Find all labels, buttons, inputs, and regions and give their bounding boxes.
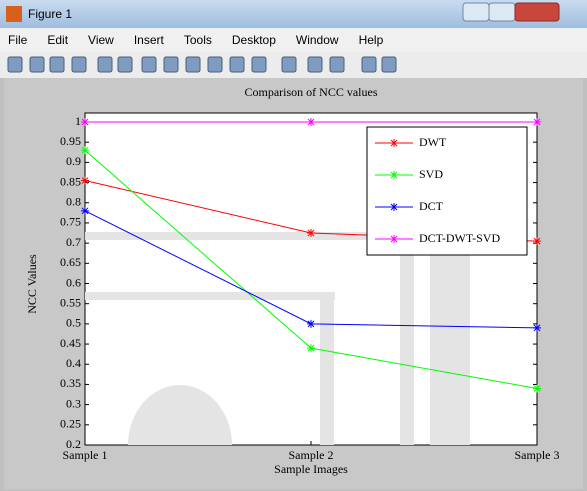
menu-item[interactable]: Insert: [134, 33, 165, 47]
marker: [533, 384, 541, 392]
page: Figure 1 File Edit View Insert Tools Desktop W…: [0, 0, 587, 491]
window-title: Figure 1: [28, 7, 72, 21]
y-axis-label: NCC Values: [25, 254, 39, 314]
y-tick-label: 0.25: [60, 417, 81, 431]
toolbar-button[interactable]: [230, 57, 244, 72]
toolbar-button[interactable]: [382, 57, 396, 72]
legend-marker: [390, 235, 398, 243]
y-tick-label: 0.75: [60, 215, 81, 229]
y-tick-label: 0.95: [60, 134, 81, 148]
toolbar-button[interactable]: [362, 57, 376, 72]
y-tick-label: 0.5: [66, 316, 81, 330]
marker: [533, 118, 541, 126]
menu-item[interactable]: View: [88, 33, 114, 47]
marker: [307, 118, 315, 126]
legend-marker: [390, 139, 398, 147]
menu-item[interactable]: Edit: [47, 33, 68, 47]
toolbar-button[interactable]: [330, 57, 344, 72]
y-tick-label: 0.55: [60, 295, 81, 309]
marker: [81, 146, 89, 154]
artifact: [430, 250, 470, 445]
legend-label: DCT: [419, 199, 444, 213]
y-tick-label: 0.65: [60, 255, 81, 269]
close-button[interactable]: [515, 3, 559, 21]
toolbar-button[interactable]: [252, 57, 266, 72]
legend-label: DCT-DWT-SVD: [419, 231, 500, 245]
legend-label: DWT: [419, 135, 447, 149]
toolbar-button[interactable]: [118, 57, 132, 72]
figure-window: Figure 1 File Edit View Insert Tools Desktop W…: [0, 0, 587, 491]
maximize-button[interactable]: [489, 3, 515, 21]
toolbar-button[interactable]: [30, 57, 44, 72]
legend-marker: [390, 171, 398, 179]
y-tick-label: 0.9: [66, 154, 81, 168]
chart-title: Comparison of NCC values: [245, 85, 378, 99]
legend-marker: [390, 203, 398, 211]
y-tick-label: 0.3: [66, 396, 81, 410]
toolbar-button[interactable]: [208, 57, 222, 72]
y-tick-label: 0.45: [60, 336, 81, 350]
y-tick-label: 0.8: [66, 195, 81, 209]
x-tick-label: Sample 1: [63, 448, 108, 462]
marker: [533, 324, 541, 332]
app-icon: [6, 6, 22, 22]
marker: [533, 237, 541, 245]
menu: File Edit View Insert Tools Desktop Window Help: [8, 33, 384, 47]
menu-item[interactable]: Tools: [184, 33, 212, 47]
legend-label: SVD: [419, 167, 443, 181]
menu-item[interactable]: File: [8, 33, 28, 47]
y-tick-label: 0.35: [60, 376, 81, 390]
toolbar-button[interactable]: [164, 57, 178, 72]
marker: [307, 344, 315, 352]
artifact: [320, 300, 334, 445]
artifact: [85, 292, 335, 300]
marker: [307, 320, 315, 328]
minimize-button[interactable]: [463, 3, 489, 21]
y-tick-label: 0.7: [66, 235, 81, 249]
toolbar-button[interactable]: [282, 57, 296, 72]
y-tick-label: 0.85: [60, 174, 81, 188]
y-tick-label: 1: [75, 114, 81, 128]
marker: [307, 229, 315, 237]
toolbar-button[interactable]: [186, 57, 200, 72]
toolbar-button[interactable]: [142, 57, 156, 72]
menu-item[interactable]: Window: [296, 33, 339, 47]
menu-item[interactable]: Desktop: [232, 33, 276, 47]
marker: [81, 177, 89, 185]
toolbar-button[interactable]: [8, 57, 22, 72]
x-axis-label: Sample Images: [274, 462, 348, 476]
marker: [81, 118, 89, 126]
x-tick-label: Sample 2: [289, 448, 334, 462]
artifact: [400, 240, 414, 445]
toolbar-button[interactable]: [72, 57, 86, 72]
y-tick-label: 0.6: [66, 275, 81, 289]
y-tick-label: 0.4: [66, 356, 81, 370]
toolbar-button[interactable]: [98, 57, 112, 72]
marker: [81, 207, 89, 215]
toolbar-button[interactable]: [308, 57, 322, 72]
x-tick-label: Sample 3: [515, 448, 560, 462]
toolbar-button[interactable]: [50, 57, 64, 72]
menu-item[interactable]: Help: [359, 33, 384, 47]
